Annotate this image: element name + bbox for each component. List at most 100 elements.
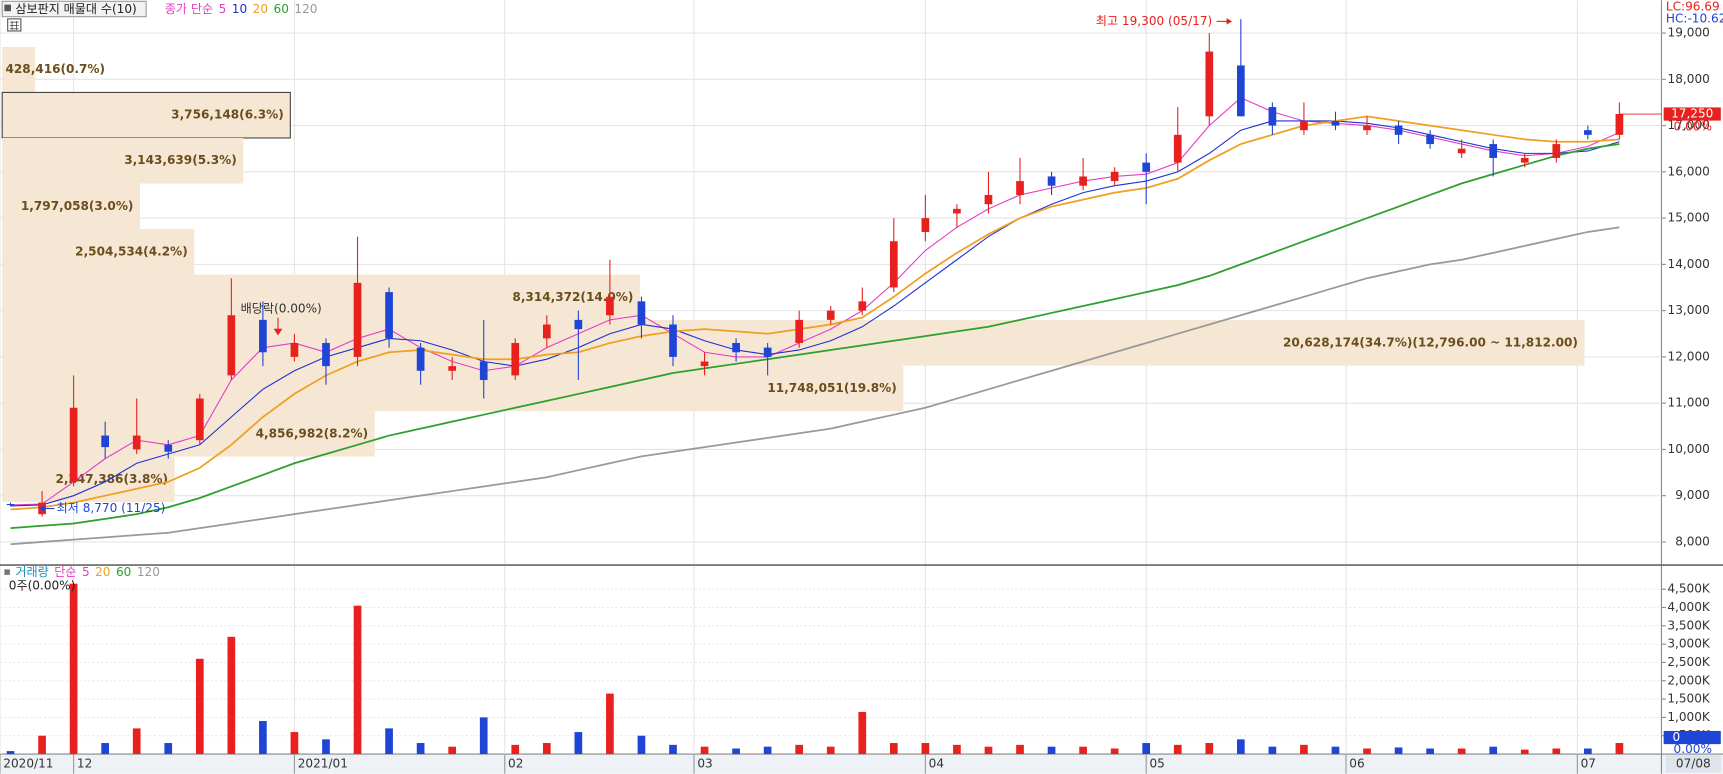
candle-body [763,347,772,357]
candle-body [1457,148,1466,154]
volume-bar [1205,743,1214,755]
volume-bar [921,743,930,755]
grid-icon-lines [9,21,19,30]
profile-label: 2,247,386(3.8%) [55,472,168,486]
title-box[interactable] [1,0,147,18]
high-annotation: 최고 19,300 (05/17) [1096,14,1212,28]
profile-label: 20,628,174(34.7%)(12,796.00 ~ 11,812.00) [1283,335,1578,349]
volume-bar [1268,746,1277,755]
title-icon [4,4,11,12]
candle-body [132,435,141,450]
volume-bar [542,743,551,755]
candle-body [1268,107,1277,126]
volume-bar [1173,744,1182,755]
candle-body [795,319,804,344]
ma-line [10,120,1620,507]
candle-body [1079,176,1087,186]
candle-body [1300,120,1308,131]
y-tick-label: 14,000 [1668,257,1710,271]
candle-body [953,208,961,214]
volume-profile: 428,416(0.7%) 3,756,148(6.3%) 3,143,639(5.… [1,46,1585,503]
volume-bar [1047,746,1056,755]
volume-y-tick-label: 1,500K [1667,692,1711,706]
ma-lines [10,97,1620,546]
low-annotation: 최저 8,770 (11/25) [57,501,166,515]
volume-legend-entry: 60 [116,565,131,579]
volume-bars [6,583,1624,755]
volume-y-tick-label: 4,000K [1667,600,1711,614]
volume-bar [385,728,393,755]
candle-body [1205,51,1214,117]
volume-bar [195,658,204,755]
candle-body [700,361,709,367]
profile-bar [2,274,640,321]
candle-body [542,324,551,339]
legend-entry: 20 [253,2,268,16]
candle-body [290,343,299,357]
ma-line [10,97,1620,506]
volume-bar [448,746,457,755]
volume-bar [132,728,141,755]
candle-body [69,407,78,482]
volume-bar [1457,748,1466,755]
candle-body [1584,130,1592,135]
y-tick-label: 16,000 [1668,164,1710,178]
x-tick-label: 07 [1581,756,1596,770]
legend-entry: 5 [219,2,227,16]
volume-bar [1236,739,1245,755]
volume-bar [732,748,740,755]
candle-body [1110,171,1119,182]
volume-bar [164,743,173,755]
price-change: 0.00% [1674,120,1712,134]
legend-entry: 120 [294,2,317,16]
price-tag [1663,107,1721,121]
candle-body [101,435,110,448]
volume-bar [889,743,898,755]
volume-y-tick-label: 1,000K [1667,710,1711,724]
profile-bar [2,46,36,93]
x-tick-label: 04 [929,756,944,770]
hc-indicator: HC:-10.62 [1666,11,1723,25]
last-date: 07/08 [1676,756,1711,770]
x-tick-label: 12 [77,756,92,770]
volume-bar [322,739,330,755]
profile-label: 11,748,051(19.8%) [767,381,896,395]
profile-label: 3,143,639(5.3%) [124,153,237,167]
volume-bar [353,605,362,755]
volume-bar [290,732,299,755]
volume-bar [1363,748,1371,755]
profile-bar [2,456,175,503]
profile-label: 1,797,058(3.0%) [21,199,134,213]
volume-bar [763,746,772,755]
volume-bar [826,746,835,755]
volume-tag-label: 0 [1672,730,1680,744]
volume-bar [1016,744,1024,755]
y-tick-label: 15,000 [1668,211,1710,225]
candle-body [511,343,520,376]
candle-body [1236,65,1245,117]
volume-y-tick-label: 3,000K [1667,637,1711,651]
volume-bar [38,735,46,755]
volume-legend-entry: 5 [82,565,90,579]
price-tag-label: 17,250 [1671,107,1713,121]
volume-bar [1552,748,1561,755]
y-tick-label: 17,000 [1668,118,1710,132]
x-tick-label: 03 [697,756,712,770]
volume-bar [1584,748,1592,755]
candle-body [732,343,740,353]
candle-body [1552,144,1561,158]
volume-bar [637,735,646,755]
volume-bar [6,751,15,755]
profile-bar [2,411,375,457]
candle-body [6,504,15,506]
low-arrow-head [39,505,45,512]
overlay: 삼보판지 매물대 수(10) [1,0,147,32]
volume-bar [1079,746,1087,755]
volume-tag-change: 0.00% [1674,742,1712,756]
volume-bar [1110,748,1119,755]
candle-body [1173,134,1182,163]
profile-label: 2,504,534(4.2%) [75,244,188,258]
volume-bar [101,743,110,755]
volume-bar [1615,743,1624,755]
